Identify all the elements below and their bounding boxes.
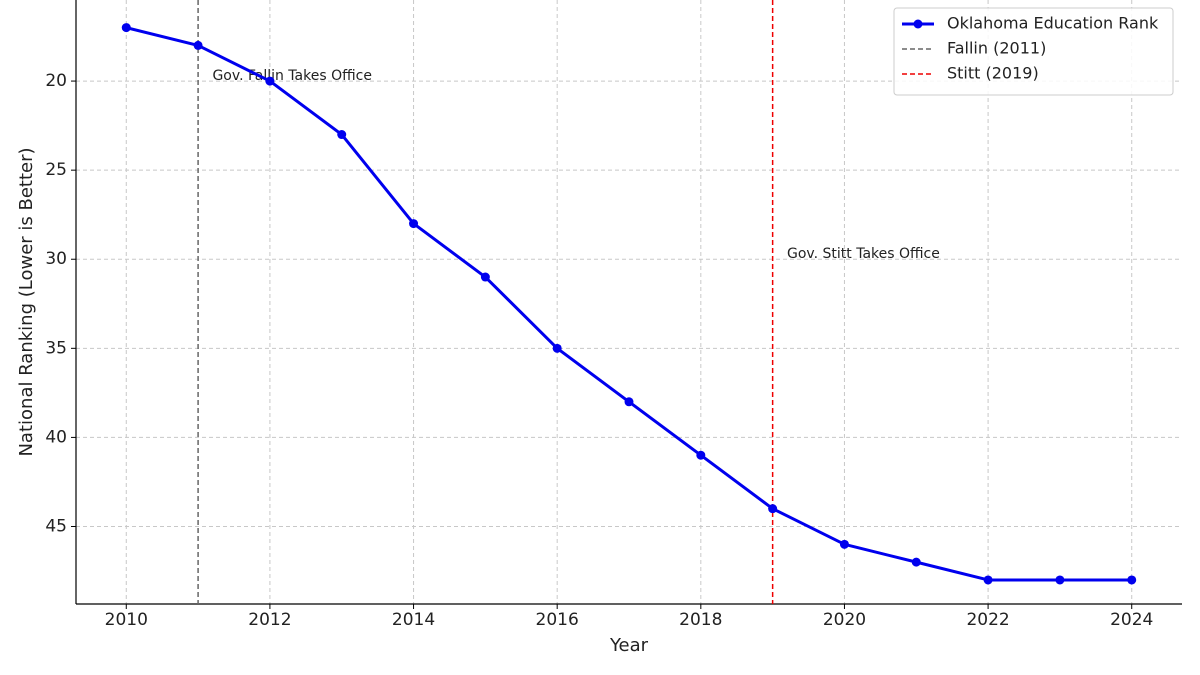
y-tick-label: 45 xyxy=(45,516,67,536)
y-axis-label: National Ranking (Lower is Better) xyxy=(16,147,37,456)
legend: Oklahoma Education Rank Fallin (2011) Stit… xyxy=(893,7,1174,96)
x-tick-label: 2010 xyxy=(105,610,148,630)
data-line xyxy=(125,26,1132,582)
data-point xyxy=(1127,575,1137,585)
data-point xyxy=(839,539,849,549)
legend-marker xyxy=(913,19,923,29)
x-tick-label: 2024 xyxy=(1110,610,1153,630)
data-point xyxy=(696,450,706,460)
y-tick-label: 40 xyxy=(45,427,67,447)
y-tick-label: 30 xyxy=(45,249,67,269)
y-tick-label: 35 xyxy=(45,338,67,358)
data-point xyxy=(480,272,490,282)
data-point xyxy=(265,76,275,86)
data-point xyxy=(337,130,347,140)
data-point xyxy=(1055,575,1065,585)
x-axis-label: Year xyxy=(609,635,649,656)
data-point xyxy=(121,23,131,33)
data-point xyxy=(768,504,778,514)
data-point xyxy=(409,219,419,229)
legend-label: Oklahoma Education Rank xyxy=(947,14,1159,33)
x-tick-label: 2014 xyxy=(392,610,435,630)
x-tick-label: 2012 xyxy=(248,610,291,630)
annotation: Gov. Stitt Takes Office xyxy=(787,246,940,262)
y-tick-label: 20 xyxy=(45,71,67,91)
data-point xyxy=(624,397,634,407)
legend-label: Fallin (2011) xyxy=(947,39,1046,58)
data-point xyxy=(911,557,921,567)
data-point xyxy=(193,40,203,50)
x-tick-label: 2020 xyxy=(823,610,866,630)
data-point xyxy=(983,575,993,585)
y-tick-label: 25 xyxy=(45,160,67,180)
x-tick-label: 2016 xyxy=(536,610,579,630)
x-tick-label: 2022 xyxy=(966,610,1009,630)
legend-label: Stitt (2019) xyxy=(947,64,1039,83)
x-tick-label: 2018 xyxy=(679,610,722,630)
legend-box xyxy=(893,7,1174,96)
data-point xyxy=(552,343,562,353)
annotation: Gov. Fallin Takes Office xyxy=(212,68,371,84)
